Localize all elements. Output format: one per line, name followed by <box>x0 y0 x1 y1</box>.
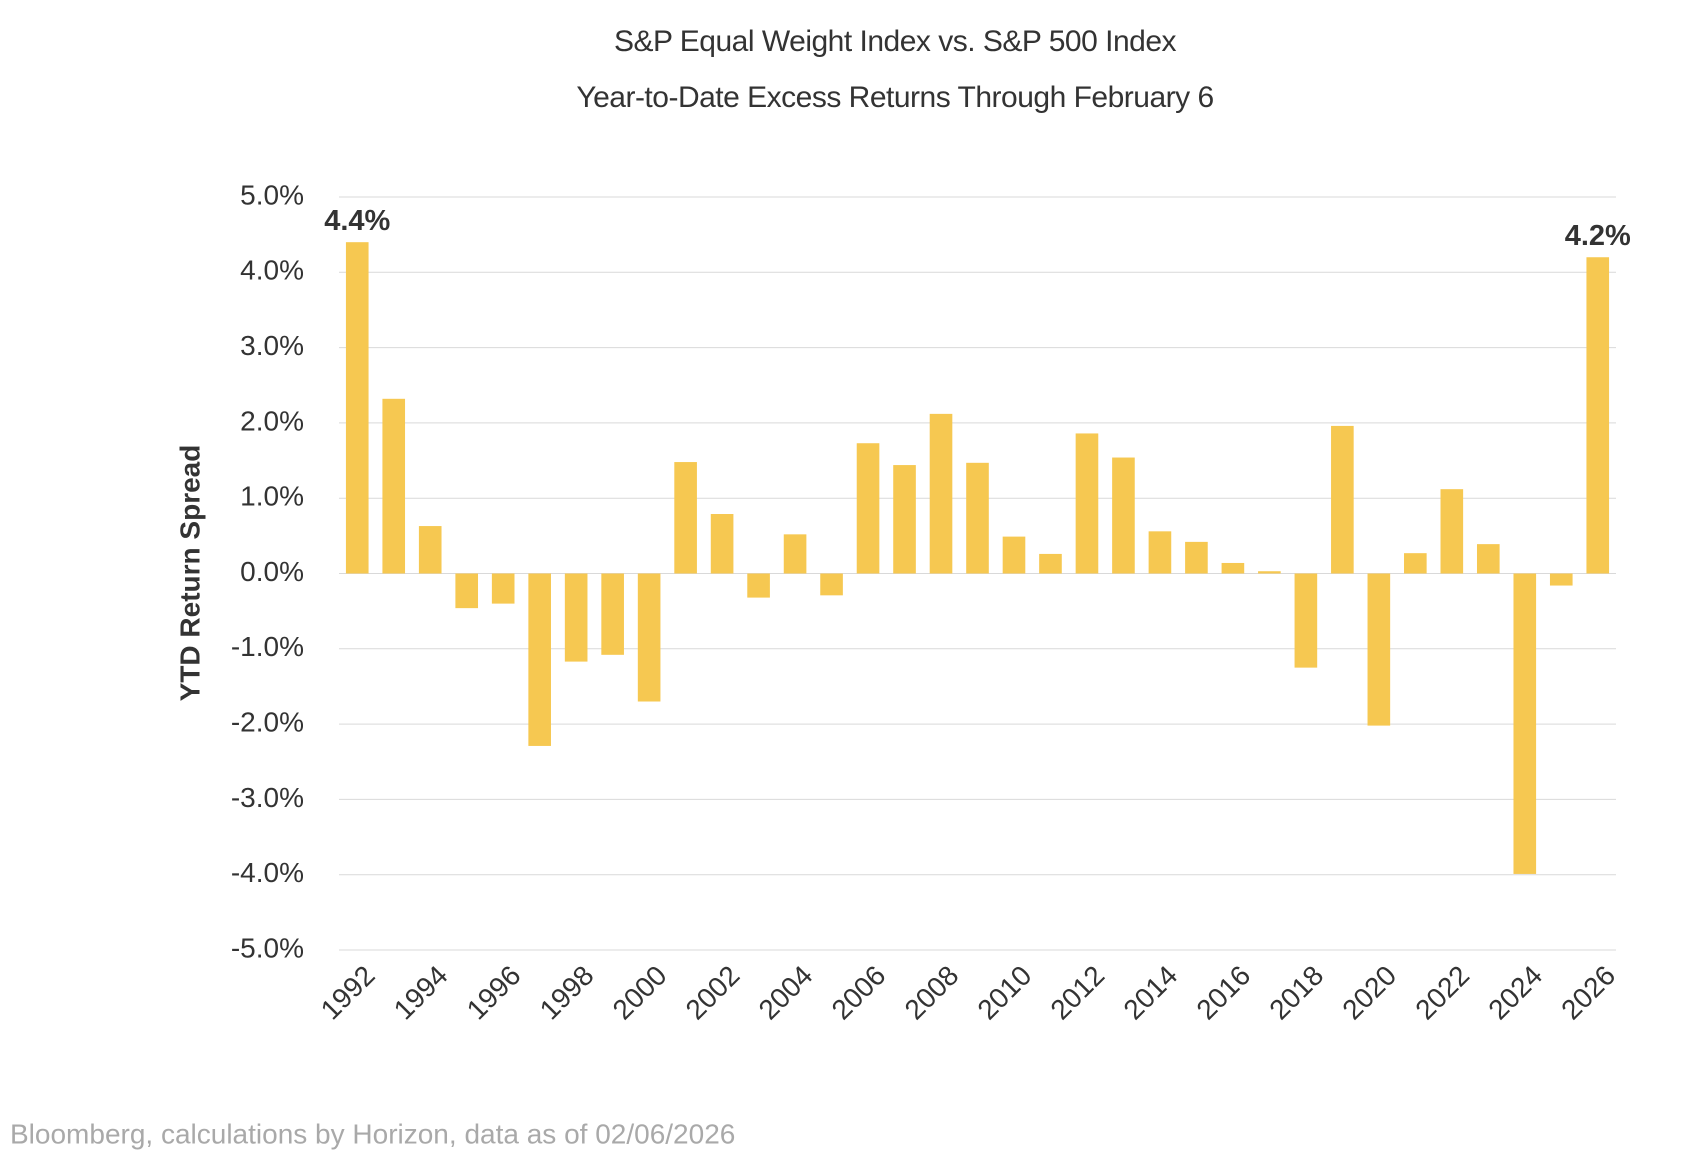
bar <box>1002 536 1026 574</box>
bar <box>1258 571 1281 574</box>
x-tick-label: 2010 <box>971 960 1037 1026</box>
bar <box>455 573 479 609</box>
bar <box>1476 544 1500 574</box>
x-tick-label: 2004 <box>753 960 819 1026</box>
value-label: 4.4% <box>324 205 390 237</box>
x-tick-label: 2022 <box>1409 960 1475 1026</box>
x-tick-label: 1996 <box>461 960 527 1026</box>
bar <box>1221 562 1245 574</box>
bar <box>491 573 515 604</box>
bar <box>1367 573 1391 726</box>
x-tick-label: 1994 <box>388 960 454 1026</box>
bar <box>747 573 770 598</box>
x-tick-label: 2006 <box>826 960 892 1026</box>
x-tick-label: 2024 <box>1482 960 1548 1026</box>
bar <box>966 462 989 574</box>
x-tick-label: 2000 <box>607 960 673 1026</box>
x-tick-label: 1998 <box>534 960 600 1026</box>
y-tick-label: 5.0% <box>240 179 304 210</box>
bar <box>783 534 807 574</box>
bar <box>637 573 661 702</box>
value-label: 4.2% <box>1565 220 1631 252</box>
x-tick-label: 2026 <box>1555 960 1621 1026</box>
bar <box>1586 257 1610 574</box>
bar <box>929 413 953 574</box>
x-tick-label: 2014 <box>1117 960 1183 1026</box>
bar <box>528 573 551 746</box>
bar <box>1185 541 1208 574</box>
bar <box>1331 425 1354 574</box>
source-note: Bloomberg, calculations by Horizon, data… <box>10 1118 735 1149</box>
chart-title: S&P Equal Weight Index vs. S&P 500 Index <box>614 25 1177 58</box>
x-tick-label: 1992 <box>315 960 381 1026</box>
y-tick-label: 1.0% <box>240 481 304 512</box>
bar <box>1039 553 1062 574</box>
y-tick-label: -5.0% <box>231 932 304 963</box>
bar <box>345 242 369 574</box>
y-tick-label: -2.0% <box>231 706 304 737</box>
chart-subtitle: Year-to-Date Excess Returns Through Febr… <box>576 81 1213 114</box>
bar <box>382 398 406 574</box>
bar <box>1294 573 1318 668</box>
bar <box>418 526 442 574</box>
x-tick-label: 2020 <box>1336 960 1402 1026</box>
bar <box>856 443 880 574</box>
bar <box>1112 457 1135 574</box>
bar <box>1148 531 1172 574</box>
bar <box>1404 553 1427 574</box>
x-tick-label: 2008 <box>899 960 965 1026</box>
x-tick-label: 2012 <box>1044 960 1110 1026</box>
x-tick-label: 2002 <box>680 960 746 1026</box>
bar <box>1440 489 1464 574</box>
bar <box>1513 573 1537 874</box>
y-tick-label: -1.0% <box>231 631 304 662</box>
y-tick-label: 0.0% <box>240 556 304 587</box>
x-tick-label: 2018 <box>1263 960 1329 1026</box>
bar <box>1075 433 1099 574</box>
bar <box>820 573 843 596</box>
bar <box>564 573 588 662</box>
y-tick-label: -3.0% <box>231 782 304 813</box>
bar <box>710 514 734 574</box>
y-tick-label: 4.0% <box>240 255 304 286</box>
y-tick-label: 2.0% <box>240 405 304 436</box>
bar <box>893 465 916 574</box>
bar <box>601 573 624 655</box>
bar <box>1549 573 1573 586</box>
y-tick-label: 3.0% <box>240 330 304 361</box>
y-tick-label: -4.0% <box>231 857 304 888</box>
x-tick-label: 2016 <box>1190 960 1256 1026</box>
bar <box>674 462 697 574</box>
y-axis-label: YTD Return Spread <box>174 445 205 702</box>
